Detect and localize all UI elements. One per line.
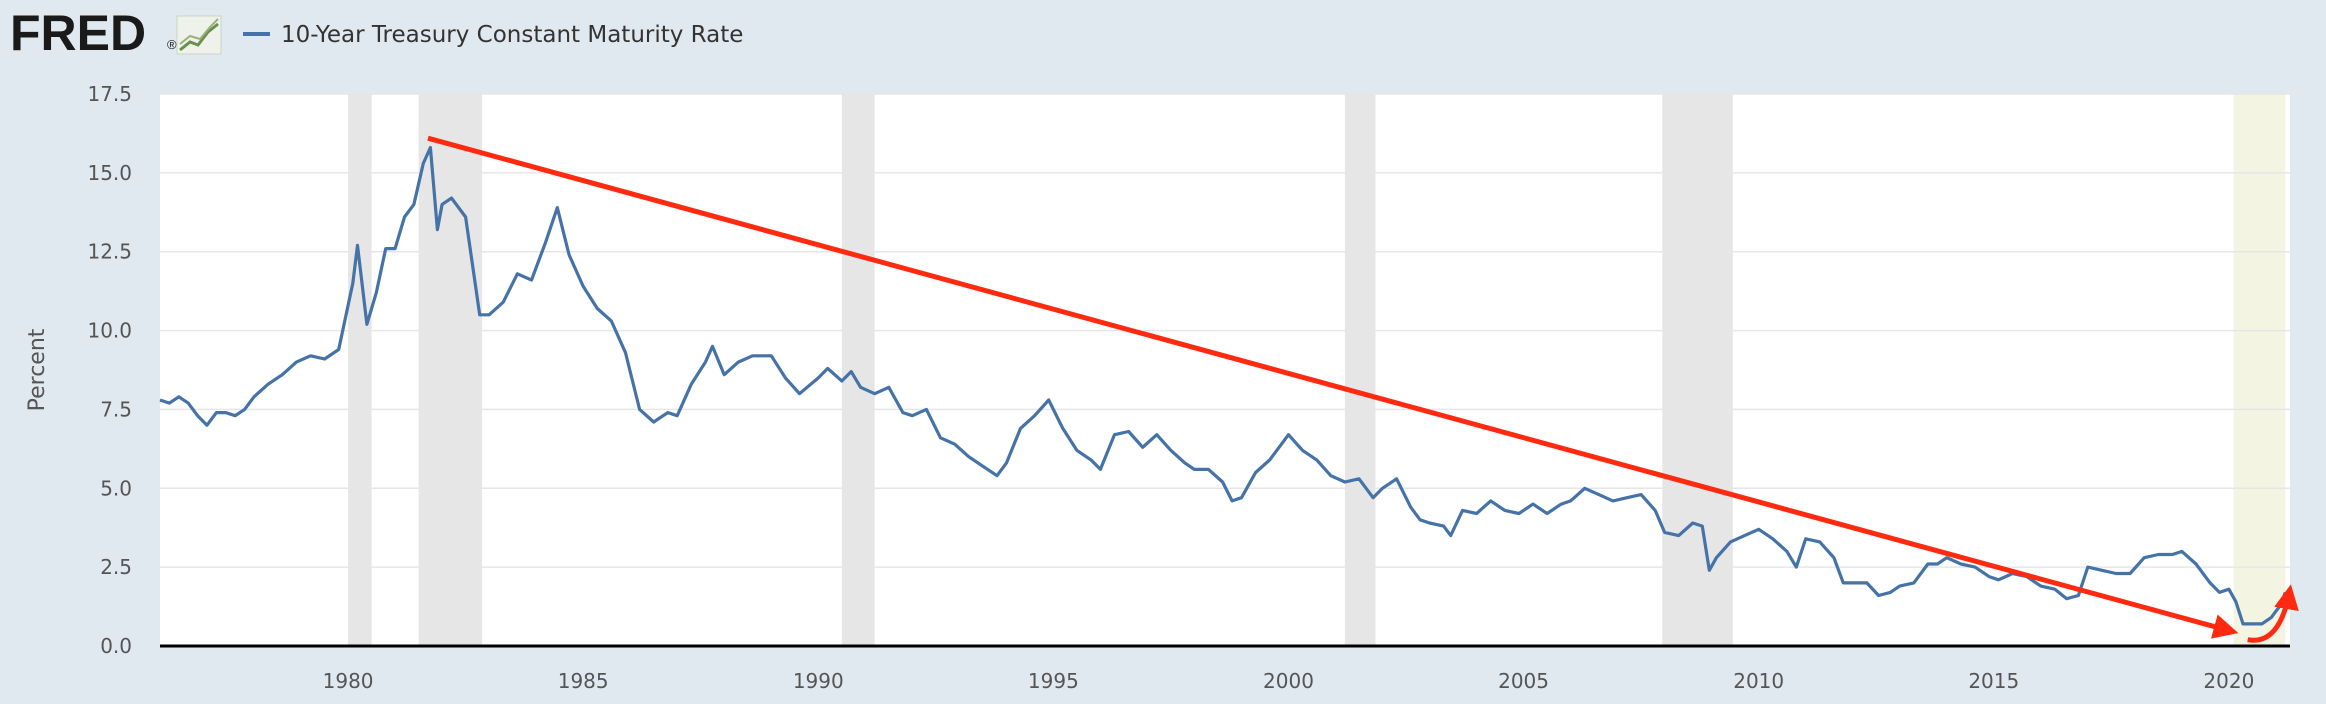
annotations — [427, 135, 2299, 643]
recession-band-1 — [348, 94, 372, 646]
x-tick-label: 1990 — [793, 669, 844, 693]
registered-mark: ® — [167, 37, 177, 52]
y-tick-label: 10.0 — [87, 319, 132, 343]
highlight-band — [2233, 94, 2286, 646]
x-tick-label: 1980 — [323, 669, 374, 693]
recession-band-3 — [841, 94, 875, 646]
recession-band-5 — [1662, 94, 1733, 646]
y-tick-label: 0.0 — [100, 634, 132, 658]
y-axis-label: Percent — [25, 328, 50, 411]
fred-logo[interactable]: FRED ® — [10, 5, 222, 61]
x-tick-label: 2000 — [1263, 669, 1314, 693]
trend-chart-icon — [176, 15, 222, 55]
curved-arrow — [2247, 584, 2299, 643]
legend-label: 10-Year Treasury Constant Maturity Rate — [281, 22, 743, 48]
y-tick-label: 2.5 — [100, 555, 132, 579]
plot-area — [160, 94, 2290, 646]
logo-text: FRED — [10, 5, 146, 61]
recession-band-4 — [1344, 94, 1376, 646]
recession-band-2 — [418, 94, 483, 646]
y-tick-label: 15.0 — [87, 161, 132, 185]
x-tick-label: 2010 — [1733, 669, 1784, 693]
y-tick-label: 17.5 — [87, 82, 132, 106]
x-tick-label: 1995 — [1028, 669, 1079, 693]
x-tick-label: 2005 — [1498, 669, 1549, 693]
y-tick-label: 5.0 — [100, 476, 132, 500]
series-line-10yr-treasury — [159, 146, 2287, 626]
legend: 10-Year Treasury Constant Maturity Rate — [243, 22, 743, 48]
x-tick-label: 2020 — [2203, 669, 2254, 693]
y-tick-label: 12.5 — [87, 240, 132, 264]
y-axis-ticks: 0.0 2.5 5.0 7.5 10.0 12.5 15.0 17.5 — [87, 82, 132, 658]
trend-arrow — [427, 135, 2239, 639]
y-tick-label: 7.5 — [100, 397, 132, 421]
x-axis-ticks: 1980 1985 1990 1995 2000 2005 2010 2015 2020 — [323, 669, 2255, 693]
x-tick-label: 1985 — [558, 669, 609, 693]
x-tick-label: 2015 — [1968, 669, 2019, 693]
